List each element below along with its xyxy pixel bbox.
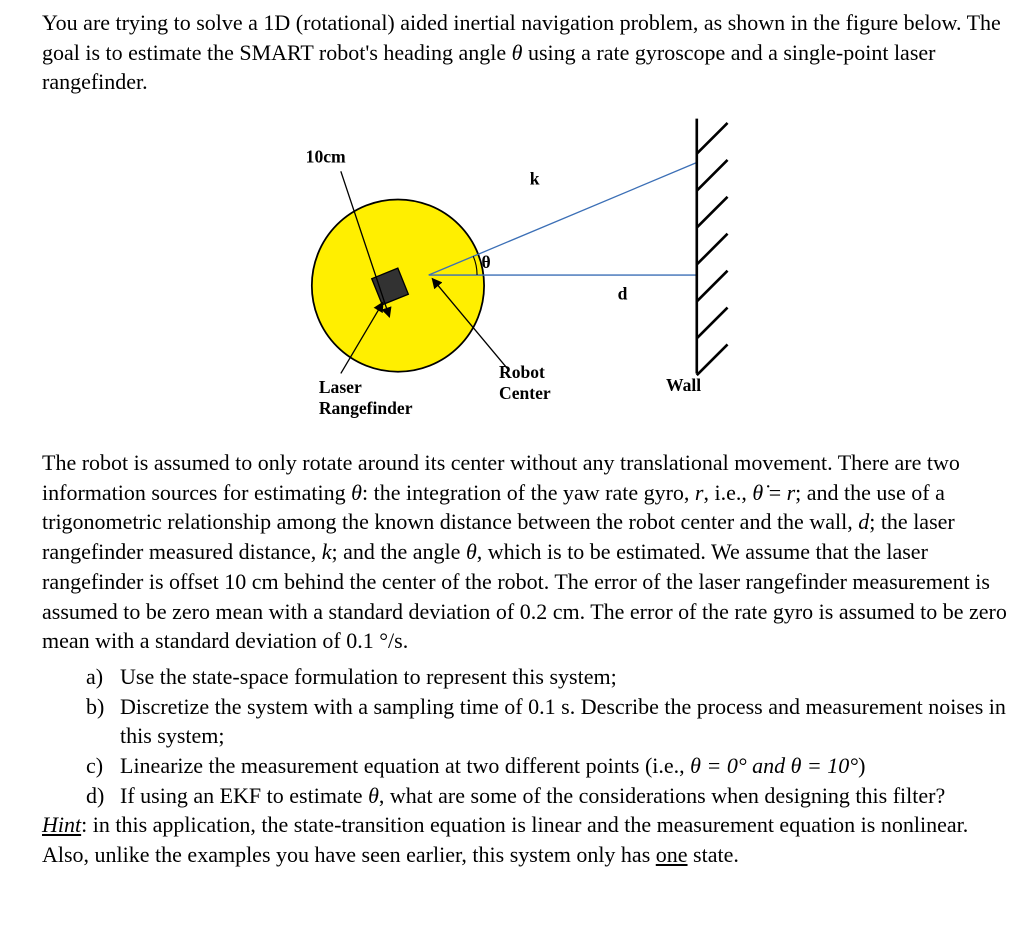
hint-paragraph: Hint: in this application, the state-tra…	[42, 810, 1010, 869]
svg-text:Center: Center	[499, 383, 551, 403]
item-c: c) Linearize the measurement equation at…	[86, 751, 1010, 781]
item-d-body: If using an EKF to estimate θ, what are …	[120, 781, 1010, 811]
item-c-body: Linearize the measurement equation at tw…	[120, 751, 1010, 781]
intro-paragraph: You are trying to solve a 1D (rotational…	[42, 8, 1010, 97]
item-d-marker: d)	[86, 781, 120, 811]
item-b-body: Discretize the system with a sampling ti…	[120, 692, 1010, 751]
svg-text:θ: θ	[481, 252, 490, 272]
svg-text:Wall: Wall	[666, 375, 701, 395]
svg-text:d: d	[618, 284, 628, 304]
item-b-marker: b)	[86, 692, 120, 751]
item-c-marker: c)	[86, 751, 120, 781]
diagram-svg: 10cm LaserRangefinder RobotCenter k θ d Wall	[42, 103, 942, 433]
item-b: b) Discretize the system with a sampling…	[86, 692, 1010, 751]
svg-text:Rangefinder: Rangefinder	[319, 398, 413, 418]
paragraph-2: The robot is assumed to only rotate arou…	[42, 448, 1010, 656]
svg-text:k: k	[530, 169, 540, 189]
svg-text:10cm: 10cm	[306, 147, 346, 167]
item-a-body: Use the state-space formulation to repre…	[120, 662, 1010, 692]
figure: 10cm LaserRangefinder RobotCenter k θ d Wall	[42, 103, 1010, 438]
question-list: a) Use the state-space formulation to re…	[86, 662, 1010, 810]
item-a-marker: a)	[86, 662, 120, 692]
page: You are trying to solve a 1D (rotational…	[0, 0, 1024, 896]
item-a: a) Use the state-space formulation to re…	[86, 662, 1010, 692]
item-d: d) If using an EKF to estimate θ, what a…	[86, 781, 1010, 811]
svg-text:Laser: Laser	[319, 377, 362, 397]
svg-text:Robot: Robot	[499, 362, 545, 382]
